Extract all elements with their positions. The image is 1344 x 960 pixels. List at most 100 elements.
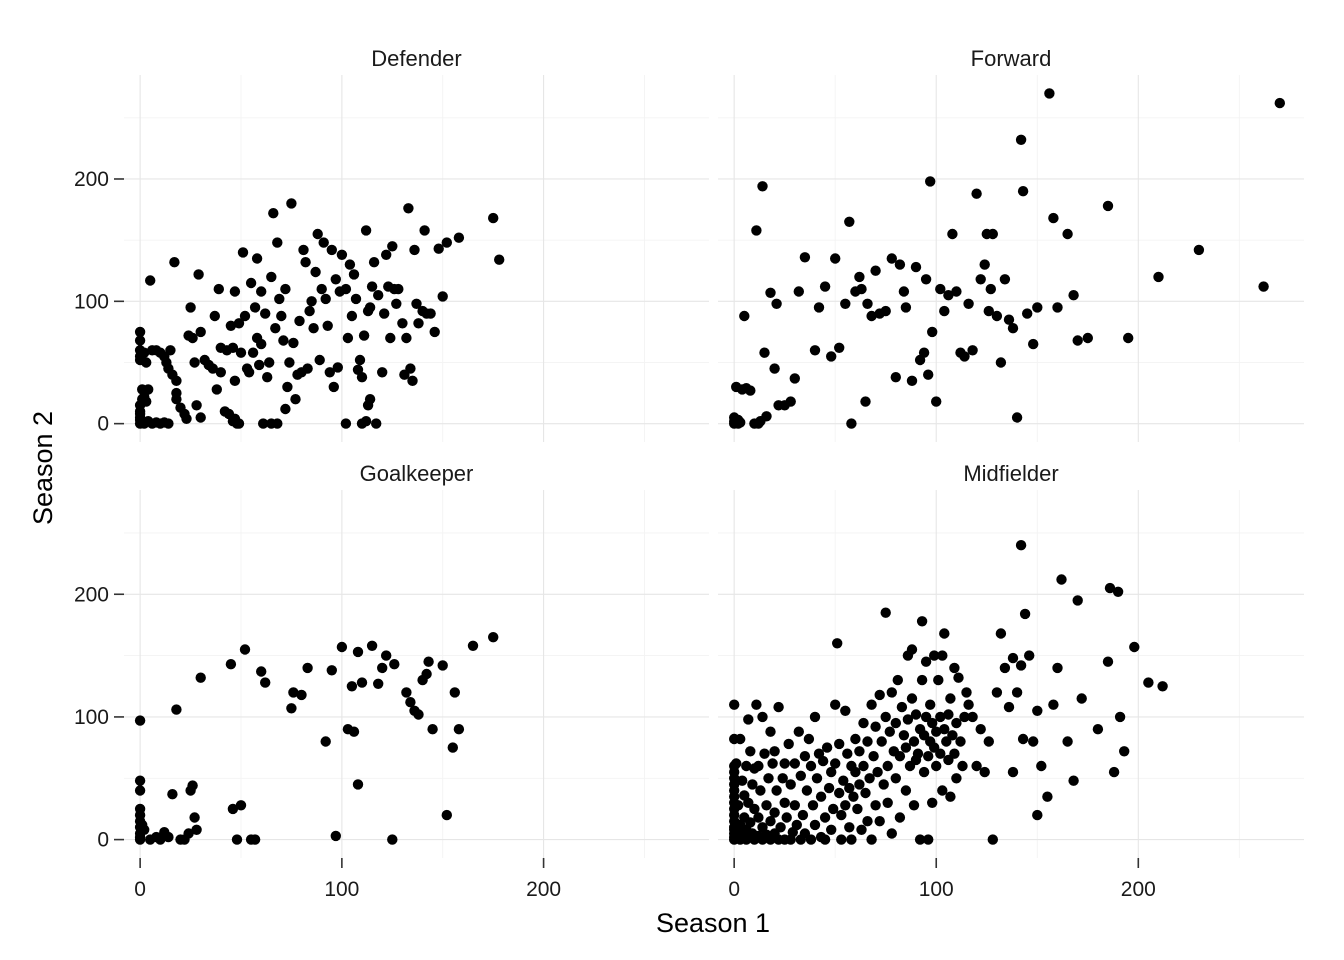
- y-tick-label: 100: [74, 290, 109, 313]
- data-point: [1017, 733, 1029, 745]
- data-point: [898, 286, 910, 297]
- data-point: [185, 302, 196, 313]
- data-point: [134, 326, 146, 338]
- data-point: [826, 824, 837, 835]
- data-point: [1007, 323, 1019, 334]
- x-tick-label: 100: [324, 878, 359, 901]
- data-point: [783, 738, 794, 750]
- data-point: [171, 394, 182, 405]
- data-point: [233, 318, 245, 329]
- data-point: [413, 709, 424, 720]
- data-point: [1015, 540, 1027, 551]
- data-point: [894, 812, 906, 823]
- data-point: [896, 701, 908, 713]
- data-point: [1068, 775, 1079, 786]
- data-point: [425, 308, 436, 319]
- data-point: [971, 760, 982, 772]
- data-point: [346, 681, 358, 692]
- data-point: [488, 632, 499, 643]
- data-point: [1023, 650, 1035, 661]
- y-tick-label: 0: [97, 829, 109, 852]
- data-point: [769, 363, 780, 374]
- data-point: [834, 342, 845, 353]
- data-point: [739, 310, 750, 322]
- data-point: [747, 779, 758, 790]
- data-point: [779, 797, 790, 808]
- data-point: [931, 396, 942, 407]
- data-point: [441, 809, 452, 821]
- data-point: [350, 293, 362, 305]
- data-point: [945, 693, 956, 704]
- y-axis-title: Season 2: [28, 411, 58, 525]
- y-axis: 0 100 200 0 100 200: [74, 168, 124, 852]
- data-point: [995, 628, 1007, 639]
- data-point: [262, 372, 273, 383]
- data-point: [187, 780, 198, 791]
- data-point: [836, 834, 847, 845]
- data-point: [320, 736, 331, 747]
- data-point: [918, 347, 930, 358]
- data-point: [207, 363, 218, 374]
- data-point: [356, 677, 368, 688]
- data-point: [779, 758, 790, 769]
- data-point: [866, 834, 877, 845]
- data-point: [961, 687, 972, 698]
- data-point: [761, 411, 772, 422]
- data-point: [749, 803, 760, 815]
- data-point: [1076, 693, 1087, 704]
- data-point: [882, 797, 893, 808]
- data-point: [336, 641, 348, 653]
- data-point: [360, 416, 372, 427]
- data-point: [927, 717, 938, 729]
- data-point: [302, 363, 313, 374]
- data-point: [771, 785, 782, 796]
- data-point: [880, 305, 891, 317]
- data-point: [235, 800, 247, 811]
- data-point: [916, 674, 928, 686]
- data-point: [920, 656, 932, 667]
- data-point: [229, 375, 241, 386]
- data-point: [282, 381, 293, 393]
- data-point: [405, 697, 416, 708]
- data-point: [286, 703, 297, 714]
- panel-goalkeeper-points: [134, 632, 499, 845]
- data-point: [771, 298, 782, 309]
- data-point: [427, 724, 438, 735]
- data-point: [908, 800, 920, 811]
- data-point: [1153, 271, 1164, 283]
- data-point: [795, 770, 806, 781]
- data-point: [811, 773, 823, 784]
- data-point: [852, 803, 863, 815]
- data-point: [842, 748, 853, 759]
- data-point: [884, 726, 895, 737]
- data-point: [167, 789, 178, 800]
- data-point: [1052, 662, 1063, 674]
- data-point: [330, 274, 341, 285]
- data-point: [225, 320, 237, 331]
- data-point: [1112, 586, 1124, 597]
- data-point: [1072, 595, 1083, 606]
- data-point: [391, 298, 402, 309]
- data-point: [1062, 736, 1073, 747]
- data-point: [1032, 705, 1043, 716]
- data-point: [929, 650, 940, 661]
- data-point: [902, 714, 914, 725]
- data-point: [856, 824, 867, 835]
- data-point: [348, 269, 360, 280]
- data-point: [377, 367, 388, 378]
- data-point: [890, 773, 901, 784]
- data-point: [797, 809, 809, 821]
- data-point: [999, 662, 1011, 674]
- data-point: [912, 748, 924, 759]
- data-point: [320, 293, 331, 305]
- data-point: [751, 225, 762, 236]
- data-point: [276, 310, 287, 322]
- data-point: [759, 748, 770, 759]
- data-point: [453, 232, 465, 243]
- data-point: [949, 748, 960, 759]
- data-point: [898, 730, 910, 741]
- data-point: [352, 779, 364, 790]
- data-point: [935, 711, 946, 723]
- data-point: [819, 281, 831, 292]
- data-point: [985, 283, 996, 295]
